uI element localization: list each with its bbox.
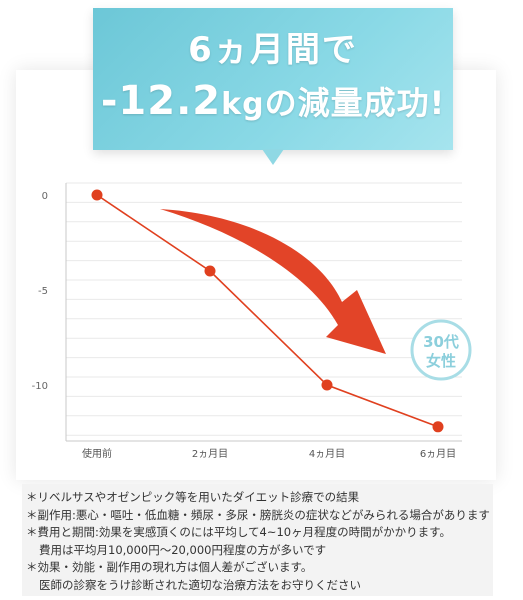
banner-success-text: の減量成功!: [264, 84, 446, 122]
demographic-badge: [410, 319, 472, 381]
banner-period-text: 6ヵ月間で: [188, 30, 358, 70]
disclaimer-notes: ＊リベルサスやオゼンピック等を用いたダイエット診療での結果 ＊副作用:悪心・嘔吐・…: [22, 484, 493, 596]
note-line: ＊副作用:悪心・嘔吐・低血糖・頻尿・多尿・膀胱炎の症状などがみられる場合がありま…: [26, 507, 490, 522]
note-line: ＊費用と期間:効果を実感頂くのには平均して4~10ヶ月程度の時間がかかります。: [26, 525, 451, 540]
x-tick-label: 使用前: [82, 447, 112, 460]
y-tick-label: 0: [42, 191, 48, 202]
data-point: [321, 379, 333, 391]
badge-gender-text: 女性: [426, 352, 456, 370]
data-point: [204, 265, 216, 277]
trend-arrow-icon: [160, 209, 386, 354]
x-tick-label: 4ヵ月目: [309, 448, 345, 460]
result-banner: 6ヵ月間で -12.2kgの減量成功!: [93, 8, 453, 150]
note-line: ＊効果・効能・副作用の現れ方は個人差がございます。: [26, 560, 313, 575]
x-tick-label: 6ヵ月目: [420, 448, 456, 460]
y-tick-label: -10: [32, 381, 48, 392]
data-point: [432, 421, 444, 433]
banner-result-text: -12.2kgの減量成功!: [93, 78, 453, 124]
banner-weight-unit: kg: [221, 87, 265, 122]
banner-weight-value: -12.2: [100, 78, 222, 124]
note-line: 医師の診察をうけ診断された適切な治療方法をお守りください: [39, 577, 361, 592]
badge-age-text: 30代: [423, 333, 459, 351]
y-tick-label: -5: [38, 286, 48, 297]
series-line: [96, 194, 439, 428]
note-line: 費用は平均月10,000円〜20,000円程度の方が多いです: [39, 542, 327, 557]
banner-pointer: [262, 149, 284, 165]
data-point: [91, 189, 103, 201]
x-tick-label: 2ヵ月目: [192, 448, 228, 460]
note-line: ＊リベルサスやオゼンピック等を用いたダイエット診療での結果: [26, 490, 360, 504]
